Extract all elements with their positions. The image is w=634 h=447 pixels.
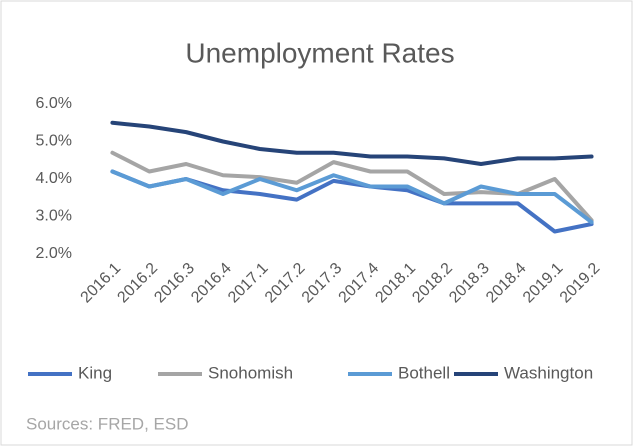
y-tick-label: 6.0% (36, 95, 72, 112)
y-tick-label: 5.0% (36, 133, 72, 150)
legend-label: Bothell (398, 363, 450, 382)
legend-label: Snohomish (208, 363, 293, 382)
legend-label: King (78, 363, 112, 382)
y-tick-label: 4.0% (36, 170, 72, 187)
y-tick-label: 3.0% (36, 208, 72, 225)
y-tick-label: 2.0% (36, 245, 72, 262)
series-line (110, 120, 594, 166)
source-note: Sources: FRED, ESD (26, 414, 189, 433)
series-line (110, 169, 594, 225)
legend-label: Washington (504, 363, 593, 382)
chart-title: Unemployment Rates (185, 37, 454, 68)
